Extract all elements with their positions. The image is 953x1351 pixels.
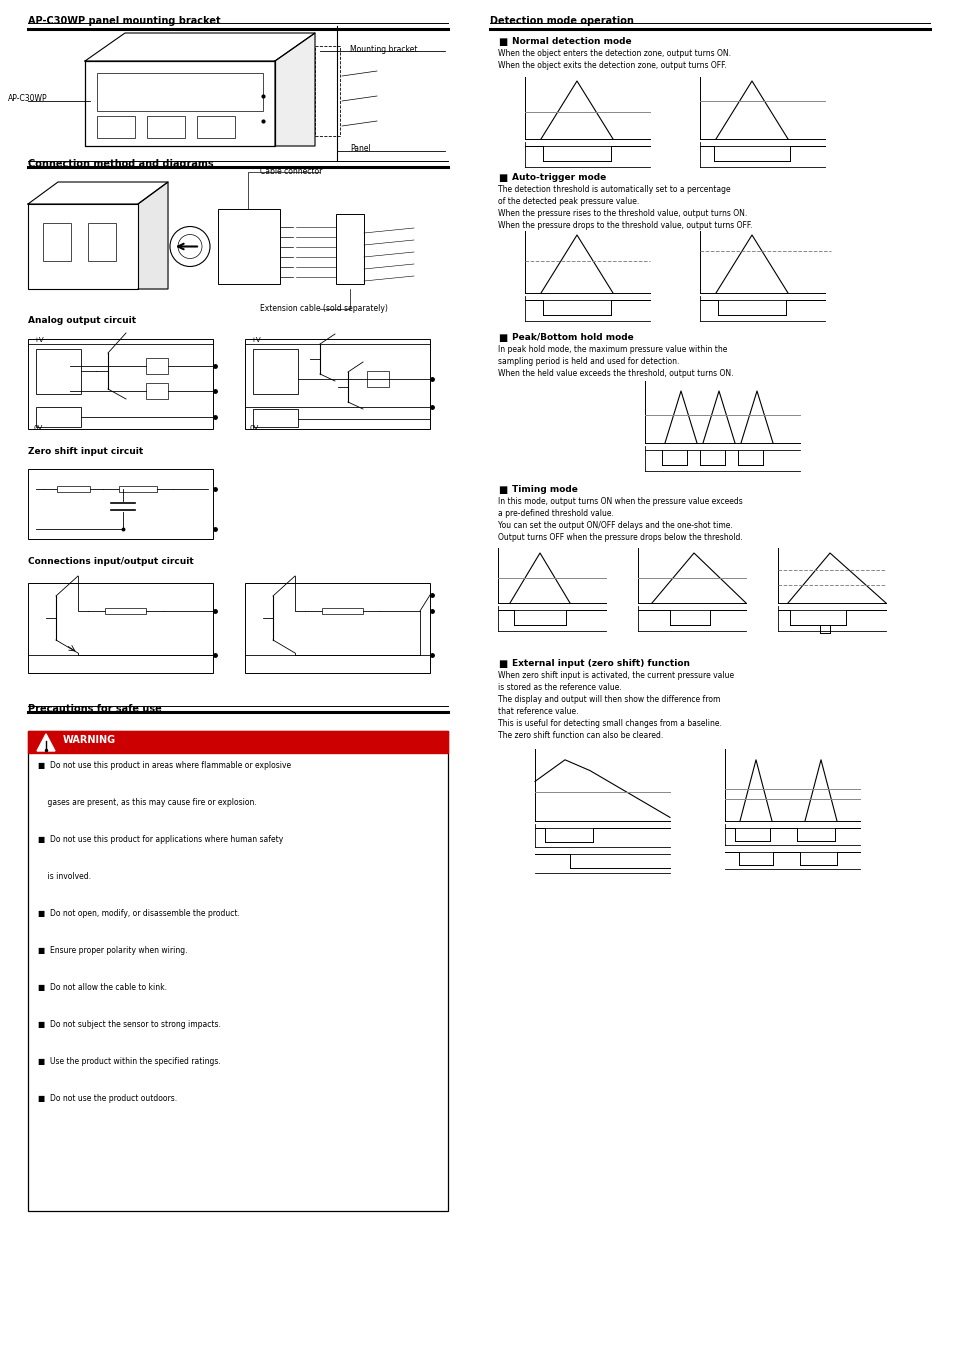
Text: ■  Ensure proper polarity when wiring.: ■ Ensure proper polarity when wiring. xyxy=(38,946,188,955)
Text: The display and output will then show the difference from: The display and output will then show th… xyxy=(497,694,720,704)
Polygon shape xyxy=(138,182,168,289)
Polygon shape xyxy=(28,182,168,204)
Text: External input (zero shift) function: External input (zero shift) function xyxy=(512,659,689,667)
Text: Connection method and diagrams: Connection method and diagrams xyxy=(28,159,213,169)
Polygon shape xyxy=(37,734,55,751)
Text: When the pressure rises to the threshold value, output turns ON.: When the pressure rises to the threshold… xyxy=(497,209,746,218)
Text: that reference value.: that reference value. xyxy=(497,707,578,716)
Bar xyxy=(36,407,81,427)
Bar xyxy=(367,372,389,386)
Text: Extension cable (sold separately): Extension cable (sold separately) xyxy=(260,304,388,313)
Text: ■: ■ xyxy=(497,173,507,182)
Text: sampling period is held and used for detection.: sampling period is held and used for det… xyxy=(497,357,679,366)
Text: 0V: 0V xyxy=(250,426,259,431)
Bar xyxy=(253,409,297,427)
Bar xyxy=(321,608,363,615)
Text: is involved.: is involved. xyxy=(38,871,91,881)
Text: When zero shift input is activated, the current pressure value: When zero shift input is activated, the … xyxy=(497,671,734,680)
Text: ■: ■ xyxy=(497,36,507,47)
Bar xyxy=(196,116,234,138)
Bar xyxy=(43,223,71,261)
Bar xyxy=(118,486,157,492)
Text: 0V: 0V xyxy=(33,426,42,431)
Text: This is useful for detecting small changes from a baseline.: This is useful for detecting small chang… xyxy=(497,719,721,728)
Text: WARNING: WARNING xyxy=(63,735,116,744)
Text: Output turns OFF when the pressure drops below the threshold.: Output turns OFF when the pressure drops… xyxy=(497,534,742,542)
Polygon shape xyxy=(28,731,448,753)
Bar xyxy=(36,349,81,394)
Text: ■  Do not use this product for applications where human safety: ■ Do not use this product for applicatio… xyxy=(38,835,283,844)
Text: You can set the output ON/OFF delays and the one-shot time.: You can set the output ON/OFF delays and… xyxy=(497,521,732,530)
Polygon shape xyxy=(85,32,314,61)
Bar xyxy=(146,382,168,399)
Text: ■: ■ xyxy=(497,659,507,669)
Bar xyxy=(28,204,138,289)
Text: Connections input/output circuit: Connections input/output circuit xyxy=(28,557,193,566)
Bar xyxy=(56,486,90,492)
Text: Panel: Panel xyxy=(350,145,371,153)
Text: The zero shift function can also be cleared.: The zero shift function can also be clea… xyxy=(497,731,662,740)
Text: When the object exits the detection zone, output turns OFF.: When the object exits the detection zone… xyxy=(497,61,726,70)
Bar xyxy=(28,731,448,1210)
Bar xyxy=(105,608,146,615)
Text: Zero shift input circuit: Zero shift input circuit xyxy=(28,447,143,457)
Bar xyxy=(147,116,185,138)
Text: Cable connector: Cable connector xyxy=(260,168,322,176)
Bar xyxy=(245,584,430,673)
Bar xyxy=(146,358,168,374)
Bar xyxy=(28,469,213,539)
Text: +V: +V xyxy=(250,336,260,343)
Bar xyxy=(85,61,274,146)
Text: When the pressure drops to the threshold value, output turns OFF.: When the pressure drops to the threshold… xyxy=(497,222,752,230)
Text: ■: ■ xyxy=(497,485,507,494)
Text: Detection mode operation: Detection mode operation xyxy=(490,16,633,26)
Text: Auto-trigger mode: Auto-trigger mode xyxy=(512,173,605,182)
Text: ■  Do not use this product in areas where flammable or explosive: ■ Do not use this product in areas where… xyxy=(38,761,291,770)
Bar xyxy=(97,116,135,138)
Bar xyxy=(335,213,364,284)
Text: is stored as the reference value.: is stored as the reference value. xyxy=(497,684,621,692)
Text: In this mode, output turns ON when the pressure value exceeds: In this mode, output turns ON when the p… xyxy=(497,497,742,507)
Text: of the detected peak pressure value.: of the detected peak pressure value. xyxy=(497,197,639,205)
Text: Mounting bracket: Mounting bracket xyxy=(350,45,417,54)
Text: The detection threshold is automatically set to a percentage: The detection threshold is automatically… xyxy=(497,185,730,195)
Text: a pre-defined threshold value.: a pre-defined threshold value. xyxy=(497,509,613,517)
Text: When the held value exceeds the threshold, output turns ON.: When the held value exceeds the threshol… xyxy=(497,369,733,378)
Text: ■  Do not open, modify, or disassemble the product.: ■ Do not open, modify, or disassemble th… xyxy=(38,909,239,917)
Text: ■  Do not subject the sensor to strong impacts.: ■ Do not subject the sensor to strong im… xyxy=(38,1020,221,1029)
Text: Peak/Bottom hold mode: Peak/Bottom hold mode xyxy=(512,332,633,342)
Bar xyxy=(245,339,430,430)
Text: ■  Do not use the product outdoors.: ■ Do not use the product outdoors. xyxy=(38,1094,177,1102)
Text: Normal detection mode: Normal detection mode xyxy=(512,36,631,46)
Bar xyxy=(28,584,213,673)
Bar xyxy=(218,209,280,284)
Bar xyxy=(253,349,297,394)
Text: ■  Use the product within the specified ratings.: ■ Use the product within the specified r… xyxy=(38,1056,220,1066)
Text: AP-C30WP panel mounting bracket: AP-C30WP panel mounting bracket xyxy=(28,16,220,26)
Text: ■  Do not allow the cable to kink.: ■ Do not allow the cable to kink. xyxy=(38,984,167,992)
Bar xyxy=(88,223,116,261)
Bar xyxy=(28,339,213,430)
Bar xyxy=(97,73,263,111)
Text: +V: +V xyxy=(33,336,44,343)
Text: In peak hold mode, the maximum pressure value within the: In peak hold mode, the maximum pressure … xyxy=(497,345,726,354)
Polygon shape xyxy=(274,32,314,146)
Text: gases are present, as this may cause fire or explosion.: gases are present, as this may cause fir… xyxy=(38,798,256,807)
Text: AP-C30WP: AP-C30WP xyxy=(8,95,48,103)
Text: ■: ■ xyxy=(497,332,507,343)
Text: When the object enters the detection zone, output turns ON.: When the object enters the detection zon… xyxy=(497,49,730,58)
Text: Analog output circuit: Analog output circuit xyxy=(28,316,136,326)
Text: Timing mode: Timing mode xyxy=(512,485,578,494)
Text: Precautions for safe use: Precautions for safe use xyxy=(28,704,162,713)
